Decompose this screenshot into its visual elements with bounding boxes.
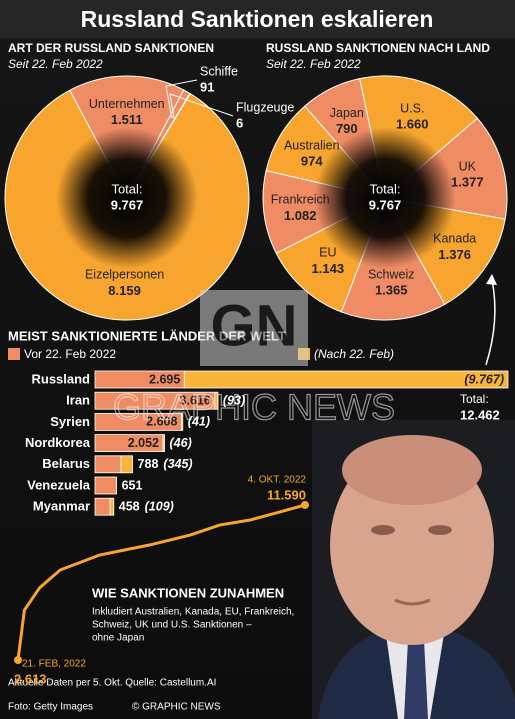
halftone-center xyxy=(314,127,456,269)
slice-label: Schweiz xyxy=(368,267,415,281)
line xyxy=(16,503,306,661)
bar xyxy=(181,412,184,431)
category-label: Nordkorea xyxy=(25,435,91,450)
photo-credit: Foto: Getty Images xyxy=(8,702,93,713)
end-point xyxy=(301,501,309,509)
legend-label: (Nach 22. Feb) xyxy=(314,347,394,361)
value-label: 2.695 xyxy=(149,372,180,386)
source: Aktuelle Daten per 5. Okt. Quelle: Caste… xyxy=(8,678,216,689)
chart-subtitle: Schweiz, UK und U.S. Sanktionen – xyxy=(92,620,252,631)
legend-label: Vor 22. Feb 2022 xyxy=(24,347,116,361)
watermark: GN GRAPHIC NEWS xyxy=(112,290,396,428)
category-label: Belarus xyxy=(42,456,90,471)
slice-value: 1.082 xyxy=(284,208,317,223)
center-text: 9.767 xyxy=(369,197,402,212)
slice-label: Schiffe xyxy=(200,64,238,78)
arrowhead xyxy=(486,274,497,285)
value-label: (93) xyxy=(223,393,245,407)
slice-label: Eizelpersonen xyxy=(85,268,164,282)
bar xyxy=(94,455,122,474)
arrow xyxy=(485,279,496,366)
center-text: 9.767 xyxy=(111,197,144,212)
total-value: 12.462 xyxy=(460,407,500,422)
value-label: 788 xyxy=(138,457,159,471)
slice-value: 1.377 xyxy=(451,175,484,190)
leader-line xyxy=(169,93,234,120)
bar xyxy=(94,476,117,495)
bar xyxy=(214,391,219,410)
slice-value: 1.143 xyxy=(312,261,345,276)
slice-label: Australien xyxy=(284,138,340,152)
value-label: (9.767) xyxy=(464,372,504,386)
slice-value: 1.660 xyxy=(396,116,429,131)
slice-value: 1.365 xyxy=(375,283,408,298)
point-value: 11.590 xyxy=(267,487,306,502)
bar xyxy=(109,497,115,516)
slice-value: 974 xyxy=(301,154,323,169)
slice-label: UK xyxy=(459,160,477,174)
copyright: © GRAPHIC NEWS xyxy=(132,702,221,713)
value-label: (46) xyxy=(170,436,192,450)
end-point xyxy=(14,656,22,664)
slice-value: 1.511 xyxy=(111,112,143,127)
bar xyxy=(94,497,111,516)
value-label: 651 xyxy=(122,478,143,492)
slice-label: Frankreich xyxy=(271,193,330,207)
value-label: 3.616 xyxy=(180,393,211,407)
photo xyxy=(312,420,515,719)
center-text: Total: xyxy=(111,181,142,196)
category-label: Syrien xyxy=(50,414,90,429)
slice-value: 1.376 xyxy=(438,247,471,262)
value-label: 2.052 xyxy=(128,436,159,450)
category-label: Iran xyxy=(66,393,90,408)
chart-title: RUSSLAND SANKTIONEN NACH LAND xyxy=(266,41,490,55)
chart-subtitle: ohne Japan xyxy=(92,633,144,644)
chart-subtitle: Seit 22. Feb 2022 xyxy=(266,57,361,71)
bar xyxy=(162,434,165,453)
slice-value: 790 xyxy=(336,121,358,136)
category-label: Venezuela xyxy=(27,477,91,492)
center-text: Total: xyxy=(369,181,400,196)
slice-label: EU xyxy=(319,246,336,260)
bar xyxy=(183,370,509,389)
chart-subtitle: Seit 22. Feb 2022 xyxy=(8,57,103,71)
watermark-box xyxy=(200,290,308,366)
slice-label: U.S. xyxy=(400,101,424,115)
slice-label: Flugzeuge xyxy=(236,100,294,114)
slice-label: Japan xyxy=(330,106,364,120)
chart-title: WIE SANKTIONEN ZUNAHMEN xyxy=(92,585,284,600)
category-label: Russland xyxy=(31,371,90,386)
category-label: Myanmar xyxy=(33,499,90,514)
slice-value: 6 xyxy=(236,115,243,130)
watermark-text: GRAPHIC NEWS xyxy=(113,387,395,428)
charts: ART DER RUSSLAND SANKTIONEN Seit 22. Feb … xyxy=(4,41,509,686)
date-label: 21. FEB, 2022 xyxy=(22,659,86,670)
total-label: Total: xyxy=(460,392,489,406)
value-label: (345) xyxy=(163,457,192,471)
value-label: (109) xyxy=(145,499,174,513)
slice-value: 91 xyxy=(200,79,214,94)
slice-label: Kanada xyxy=(433,232,476,246)
slice-label: Unternehmen xyxy=(89,97,165,111)
halftone-center xyxy=(56,127,198,269)
slice-value: 8.159 xyxy=(108,283,141,298)
value-label: 2.608 xyxy=(146,415,177,429)
title: Russland Sanktionen eskalieren xyxy=(81,6,434,32)
bar xyxy=(120,455,133,474)
chart-title: ART DER RUSSLAND SANKTIONEN xyxy=(8,41,214,55)
legend-swatch xyxy=(8,348,20,360)
value-label: (41) xyxy=(188,415,210,429)
title-band xyxy=(0,0,515,38)
point-value: 2.613 xyxy=(14,671,47,686)
date-label: 4. OKT. 2022 xyxy=(248,475,307,486)
value-label: 458 xyxy=(119,499,140,513)
chart-subtitle: Inkludiert Australien, Kanada, EU, Frank… xyxy=(92,607,294,618)
watermark-logo: GN xyxy=(211,293,298,358)
leader-line xyxy=(165,79,198,119)
